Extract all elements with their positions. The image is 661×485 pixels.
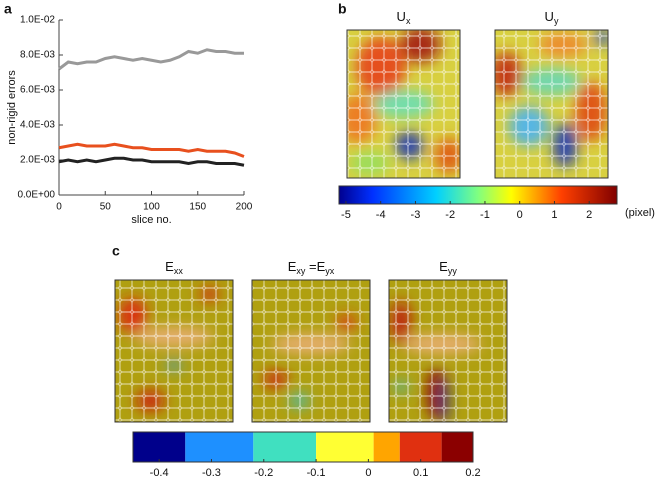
image-frame <box>346 29 461 179</box>
title-part: y <box>554 16 559 26</box>
title-part: x <box>406 16 411 26</box>
colorbar <box>338 185 618 205</box>
colorbar-unit: (pixel) <box>625 207 655 219</box>
colorbar-segment <box>185 432 254 462</box>
image-title: Ux <box>397 9 411 26</box>
colorbar-segment <box>373 432 400 462</box>
colorbar-segment <box>441 432 473 462</box>
colorbar-tick-label: -5 <box>341 209 351 221</box>
x-tick-label: 0 <box>56 202 62 213</box>
colorbar-tick-label: -0.1 <box>307 467 326 479</box>
heatmap-field <box>495 30 608 178</box>
colorbar-segment <box>253 432 317 462</box>
y-tick-label: 4.0E-03 <box>20 120 55 131</box>
cell-overlay <box>252 280 370 422</box>
y-tick-label: 0.0E+00 <box>17 190 55 201</box>
image-frame <box>494 29 609 179</box>
x-tick-label: 50 <box>100 202 112 213</box>
heatmap-image <box>388 279 508 423</box>
image-title: Exy =Eyx <box>288 259 335 276</box>
colorbar-tick-label: -3 <box>411 209 421 221</box>
series-line <box>58 142 245 158</box>
colorbar-segment <box>133 432 186 462</box>
cell-overlay <box>115 280 233 422</box>
colorbar-tick-label: -4 <box>376 209 386 221</box>
image-title: Exx <box>165 259 183 276</box>
y-tick-label: 8.0E-03 <box>20 50 55 61</box>
heatmap-image <box>494 29 609 179</box>
y-tick-label: 6.0E-03 <box>20 85 55 96</box>
y-axis-label: non-rigid errors <box>6 70 18 145</box>
image-frame <box>388 279 508 423</box>
image-title: Eyy <box>439 259 457 276</box>
image-frame <box>251 279 371 423</box>
y-tick-label: 2.0E-03 <box>20 155 55 166</box>
x-tick-label: 200 <box>236 202 253 213</box>
title-part: U <box>545 9 554 24</box>
title-part: =E <box>305 259 325 274</box>
image-frame <box>114 279 234 423</box>
title-part: xy <box>296 266 306 276</box>
title-part: E <box>439 259 448 274</box>
panel-label: b <box>338 1 347 17</box>
heatmap-field <box>115 280 233 422</box>
panel-label: a <box>4 1 12 17</box>
cell-overlay <box>347 30 460 178</box>
y-tick-label: 1.0E-02 <box>20 15 55 26</box>
colorbar-tick-label: -0.4 <box>150 467 169 479</box>
title-part: yy <box>448 266 458 276</box>
heatmap-image <box>251 279 371 423</box>
heatmap-field <box>347 30 460 178</box>
cell-overlay <box>389 280 507 422</box>
title-part: E <box>165 259 174 274</box>
heatmap-image <box>346 29 461 179</box>
title-part: E <box>288 259 297 274</box>
title-part: yx <box>325 266 335 276</box>
x-tick-label: 100 <box>143 202 160 213</box>
colorbar-tick-label: -1 <box>480 209 490 221</box>
colorbar-tick-label: 2 <box>586 209 592 221</box>
colorbar-tick-label: -0.2 <box>254 467 273 479</box>
x-axis-label: slice no. <box>131 214 171 226</box>
colorbar-tick-label: 0.2 <box>465 467 480 479</box>
series-line <box>58 156 245 167</box>
series-line <box>58 48 244 71</box>
heatmap-field <box>252 280 370 422</box>
panel-label: c <box>112 243 120 259</box>
colorbar-segment <box>399 432 442 462</box>
colorbar-tick-label: -0.3 <box>202 467 221 479</box>
colorbar-tick-label: 0.1 <box>413 467 428 479</box>
cell-overlay <box>495 30 608 178</box>
colorbar-tick-label: -2 <box>445 209 455 221</box>
colorbar-tick-label: 1 <box>551 209 557 221</box>
x-tick-label: 150 <box>189 202 206 213</box>
image-title: Uy <box>545 9 559 26</box>
title-part: xx <box>174 266 184 276</box>
heatmap-image <box>114 279 234 423</box>
colorbar-frame <box>132 431 474 463</box>
heatmap-field <box>389 280 507 422</box>
colorbar-segment <box>316 432 374 462</box>
colorbar-tick-label: 0 <box>517 209 523 221</box>
title-part: U <box>397 9 406 24</box>
colorbar-tick-label: 0 <box>365 467 371 479</box>
